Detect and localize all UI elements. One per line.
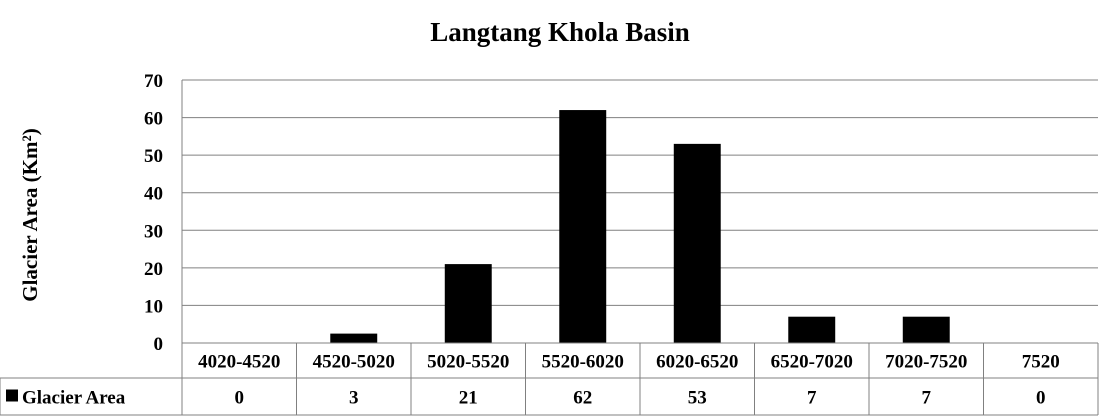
y-tick-labels: 0 10 20 30 40 50 60 70 [144,71,163,355]
y-tick-label: 30 [144,221,163,242]
y-axis-label: Glacier Area (Km²) [18,128,42,301]
bar [902,316,950,343]
x-tick-label: 5020-5520 [427,352,509,373]
gridlines [181,79,1098,415]
x-tick-label: 6520-7020 [771,352,853,373]
bar [330,333,378,343]
x-tick-label: 6020-6520 [656,352,738,373]
y-tick-label: 40 [144,184,163,205]
data-label: 7 [807,388,817,409]
data-label: 62 [573,388,592,409]
legend-key [6,389,18,402]
x-tick-label: 7520 [1022,352,1060,373]
data-label: 7 [922,388,932,409]
bar [673,143,721,343]
data-label: 0 [1036,388,1046,409]
bar [444,264,492,343]
data-label: 53 [688,388,707,409]
bars [330,110,950,343]
y-tick-label: 0 [154,334,164,355]
y-tick-label: 60 [144,109,163,130]
y-tick-label: 50 [144,146,163,167]
x-tick-label: 4520-5020 [313,352,395,373]
data-label: 0 [235,388,245,409]
data-label: 3 [349,388,359,409]
data-label: 21 [459,388,478,409]
data-table: 4020-4520 4520-5020 5020-5520 5520-6020 6020… [0,342,1099,416]
y-tick-label: 70 [144,71,163,92]
chart-title: Langtang Khola Basin [430,17,690,47]
x-tick-label: 4020-4520 [198,352,280,373]
bar [788,316,836,343]
y-tick-label: 20 [144,259,163,280]
legend-label: Glacier Area [22,388,126,409]
x-tick-label: 7020-7520 [885,352,967,373]
bar [559,110,607,343]
y-tick-label: 10 [144,296,163,317]
x-tick-label: 5520-6020 [542,352,624,373]
